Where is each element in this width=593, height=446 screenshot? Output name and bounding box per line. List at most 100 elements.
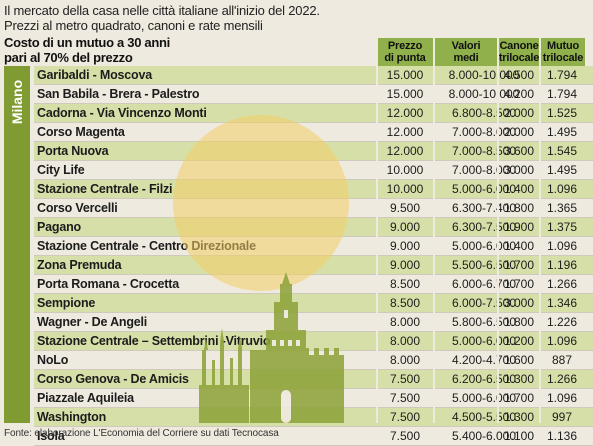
canone-cell: 4.200 — [503, 87, 535, 101]
canone-cell: 1.700 — [503, 258, 535, 272]
column-header-prezzo: Prezzo di punta — [377, 38, 433, 66]
canone-cell: 1.700 — [503, 277, 535, 291]
mutuo-cell: 1.794 — [546, 87, 578, 101]
canone-cell: 1.600 — [503, 353, 535, 367]
zone-name: City Life — [37, 163, 85, 177]
column-header-canone-line1: Canone — [499, 40, 539, 52]
column-divider — [376, 38, 378, 423]
column-header-valori: Valori medi — [435, 38, 497, 66]
mutuo-cell: 1.136 — [546, 429, 578, 443]
mutuo-cell: 1.794 — [546, 68, 578, 82]
prezzo-cell: 8.500 — [389, 296, 421, 310]
source-note: Fonte: elaborazione L'Economia del Corri… — [4, 428, 279, 439]
zone-name: Corso Vercelli — [37, 201, 118, 215]
column-header-prezzo-line1: Prezzo — [387, 40, 423, 52]
valori-cell: 4.500-5.500 — [451, 410, 517, 424]
mutuo-cell: 1.365 — [546, 201, 578, 215]
zone-name: Corso Genova - De Amicis — [37, 372, 189, 386]
valori-cell: 6.300-7.400 — [451, 201, 517, 215]
canone-cell: 1.200 — [503, 334, 535, 348]
zone-name: Porta Romana - Crocetta — [37, 277, 179, 291]
valori-cell: 6.200-6.500 — [451, 372, 517, 386]
prezzo-cell: 9.500 — [389, 201, 421, 215]
zone-name: Isola — [37, 429, 65, 443]
valori-cell: 5.800-6.500 — [451, 315, 517, 329]
prezzo-cell: 10.000 — [386, 163, 424, 177]
table-row: City Life 10.000 7.000-8.000 3.000 1.495 — [34, 161, 593, 180]
prezzo-cell: 9.000 — [389, 239, 421, 253]
mutuo-cell: 1.196 — [546, 258, 578, 272]
valori-cell: 6.000-7.500 — [451, 296, 517, 310]
prezzo-cell: 7.500 — [389, 391, 421, 405]
valori-cell: 6.000-6.700 — [451, 277, 517, 291]
valori-cell: 7.000-8.500 — [451, 144, 517, 158]
canone-cell: 1.900 — [503, 220, 535, 234]
valori-cell: 6.300-7.500 — [451, 220, 517, 234]
mutuo-cell: 997 — [551, 410, 573, 424]
valori-cell: 7.000-8.000 — [451, 163, 517, 177]
zone-name: Corso Magenta — [37, 125, 125, 139]
canone-cell: 1.100 — [503, 429, 535, 443]
canone-cell: 2.000 — [503, 125, 535, 139]
prezzo-cell: 7.500 — [389, 410, 421, 424]
mutuo-cell: 1.495 — [546, 163, 578, 177]
table-row: Stazione Centrale – Settembrini -Vitruvi… — [34, 332, 593, 351]
zone-name: Stazione Centrale - Centro Direzionale — [37, 239, 256, 253]
subtitle-line-1: Costo di un mutuo a 30 anni — [4, 35, 170, 50]
column-divider — [433, 38, 435, 423]
canone-cell: 3.000 — [503, 163, 535, 177]
prezzo-cell: 12.000 — [386, 144, 424, 158]
mutuo-cell: 1.545 — [546, 144, 578, 158]
mutuo-cell: 1.096 — [546, 182, 578, 196]
canone-cell: 1.300 — [503, 372, 535, 386]
column-divider — [539, 38, 541, 423]
mutuo-cell: 1.495 — [546, 125, 578, 139]
zone-name: Stazione Centrale - Filzi — [37, 182, 173, 196]
canone-cell: 4.500 — [503, 68, 535, 82]
canone-cell: 1.400 — [503, 182, 535, 196]
column-header-canone: Canone trilocale — [499, 38, 539, 66]
zone-name: Porta Nuova — [37, 144, 109, 158]
column-header-prezzo-line2: di punta — [384, 52, 426, 64]
canone-cell: 1.300 — [503, 410, 535, 424]
table-subtitle: Costo di un mutuo a 30 anni pari al 70% … — [4, 35, 170, 65]
column-header-mutuo-line1: Mutuo — [547, 40, 579, 52]
prezzo-cell: 12.000 — [386, 106, 424, 120]
prezzo-cell: 9.000 — [389, 220, 421, 234]
column-divider — [497, 38, 499, 423]
intro-line-2: Prezzi al metro quadrato, canoni e rate … — [4, 18, 263, 33]
column-header-canone-line2: trilocale — [498, 52, 540, 64]
mutuo-cell: 1.266 — [546, 277, 578, 291]
column-header-valori-line2: medi — [453, 52, 479, 64]
table-row: Stazione Centrale - Centro Direzionale 9.… — [34, 237, 593, 256]
table-row: Washington 7.500 4.500-5.500 1.300 997 — [34, 408, 593, 427]
prezzo-cell: 12.000 — [386, 125, 424, 139]
valori-cell: 5.000-6.000 — [451, 239, 517, 253]
zone-name: Washington — [37, 410, 107, 424]
table-row: Stazione Centrale - Filzi 10.000 5.000-6.0… — [34, 180, 593, 199]
canone-cell: 1.800 — [503, 315, 535, 329]
zone-name: Garibaldi - Moscova — [37, 68, 152, 82]
table-row: Corso Magenta 12.000 7.000-8.000 2.000 1.495 — [34, 123, 593, 142]
prezzo-cell: 8.000 — [389, 334, 421, 348]
valori-cell: 6.800-8.500 — [451, 106, 517, 120]
table-row: Zona Premuda 9.000 5.500-6.500 1.700 1.196 — [34, 256, 593, 275]
city-sidebar: Milano — [4, 66, 30, 423]
table-row: Wagner - De Angeli 8.000 5.800-6.500 1.800 1… — [34, 313, 593, 332]
canone-cell: 3.600 — [503, 144, 535, 158]
prezzo-cell: 8.500 — [389, 277, 421, 291]
canone-cell: 1.400 — [503, 239, 535, 253]
mutuo-cell: 1.096 — [546, 239, 578, 253]
price-table: Garibaldi - Moscova 15.000 8.000-10.000 4.5… — [34, 66, 593, 446]
table-row: San Babila - Brera - Palestro 15.000 8.000… — [34, 85, 593, 104]
zone-name: Stazione Centrale – Settembrini -Vitruvi… — [37, 334, 271, 348]
table-row: Porta Romana - Crocetta 8.500 6.000-6.700 1… — [34, 275, 593, 294]
column-header-valori-line1: Valori — [451, 40, 481, 52]
zone-name: San Babila - Brera - Palestro — [37, 87, 200, 101]
table-row: Corso Vercelli 9.500 6.300-7.400 1.800 1.365 — [34, 199, 593, 218]
prezzo-cell: 7.500 — [389, 429, 421, 443]
table-row: Garibaldi - Moscova 15.000 8.000-10.000 4.5… — [34, 66, 593, 85]
mutuo-cell: 1.096 — [546, 391, 578, 405]
column-header-mutuo: Mutuo trilocale — [541, 38, 585, 66]
prezzo-cell: 8.000 — [389, 353, 421, 367]
